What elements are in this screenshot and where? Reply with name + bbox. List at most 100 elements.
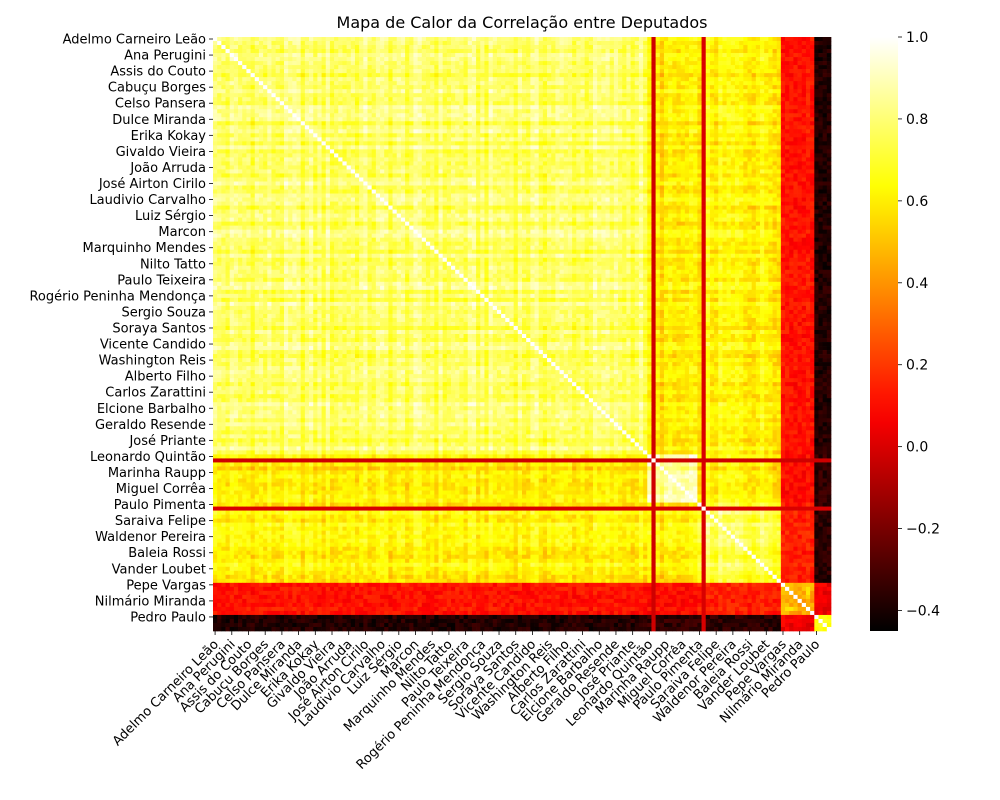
heatmap-cell xyxy=(530,65,535,69)
heatmap-cell xyxy=(647,113,652,117)
heatmap-cell xyxy=(347,97,352,101)
heatmap-cell xyxy=(722,97,727,101)
heatmap-cell xyxy=(271,117,276,121)
heatmap-cell xyxy=(288,57,293,61)
heatmap-cell xyxy=(284,157,289,161)
heatmap-cell xyxy=(568,145,573,149)
heatmap-cell xyxy=(388,121,393,125)
heatmap-cell xyxy=(747,149,752,153)
heatmap-cell xyxy=(580,157,585,161)
heatmap-cell xyxy=(459,49,464,53)
heatmap-cell xyxy=(639,129,644,133)
heatmap-cell xyxy=(718,137,723,141)
heatmap-cell xyxy=(756,109,761,113)
heatmap-cell xyxy=(217,37,222,41)
heatmap-cell xyxy=(397,109,402,113)
heatmap-cell xyxy=(693,69,698,73)
heatmap-cell xyxy=(376,45,381,49)
heatmap-cell xyxy=(280,57,285,61)
heatmap-cell xyxy=(818,57,823,61)
heatmap-cell xyxy=(413,57,418,61)
heatmap-cell xyxy=(798,125,803,129)
heatmap-cell xyxy=(735,69,740,73)
heatmap-cell xyxy=(476,45,481,49)
heatmap-cell xyxy=(393,153,398,157)
heatmap-cell xyxy=(480,97,485,101)
heatmap-cell xyxy=(388,77,393,81)
heatmap-cell xyxy=(664,141,669,145)
heatmap-cell xyxy=(539,117,544,121)
heatmap-cell xyxy=(560,41,565,45)
heatmap-cell xyxy=(752,81,757,85)
heatmap-cell xyxy=(585,113,590,117)
heatmap-cell xyxy=(334,105,339,109)
heatmap-cell xyxy=(597,157,602,161)
heatmap-cell xyxy=(760,73,765,77)
heatmap-cell xyxy=(798,53,803,57)
heatmap-cell xyxy=(635,77,640,81)
heatmap-cell xyxy=(305,57,310,61)
heatmap-cell xyxy=(522,97,527,101)
heatmap-cell xyxy=(438,125,443,129)
heatmap-cell xyxy=(773,77,778,81)
heatmap-cell xyxy=(418,121,423,125)
heatmap-cell xyxy=(760,93,765,97)
heatmap-cell xyxy=(309,109,314,113)
heatmap-cell xyxy=(255,165,260,169)
heatmap-cell xyxy=(593,61,598,65)
heatmap-cell xyxy=(489,57,494,61)
heatmap-cell xyxy=(267,81,272,85)
heatmap-cell xyxy=(280,77,285,81)
heatmap-cell xyxy=(793,121,798,125)
heatmap-cell xyxy=(313,141,318,145)
heatmap-cell xyxy=(509,137,514,141)
heatmap-cell xyxy=(568,141,573,145)
heatmap-cell xyxy=(773,133,778,137)
heatmap-cell xyxy=(309,105,314,109)
heatmap-cell xyxy=(668,145,673,149)
heatmap-cell xyxy=(292,53,297,57)
heatmap-cell xyxy=(631,133,636,137)
heatmap-cell xyxy=(789,41,794,45)
heatmap-cell xyxy=(647,169,652,173)
heatmap-cell xyxy=(242,129,247,133)
heatmap-cell xyxy=(284,41,289,45)
heatmap-cell xyxy=(242,113,247,117)
heatmap-cell xyxy=(493,89,498,93)
heatmap-cell xyxy=(518,145,523,149)
heatmap-cell xyxy=(263,85,268,89)
heatmap-cell xyxy=(664,37,669,41)
heatmap-cell xyxy=(693,137,698,141)
heatmap-cell xyxy=(660,61,665,65)
heatmap-cell xyxy=(522,145,527,149)
heatmap-cell xyxy=(827,49,832,53)
heatmap-cell xyxy=(430,37,435,41)
heatmap-cell xyxy=(543,165,548,169)
heatmap-cell xyxy=(305,169,310,173)
heatmap-cell xyxy=(606,93,611,97)
heatmap-cell xyxy=(326,77,331,81)
heatmap-cell xyxy=(317,49,322,53)
heatmap-cell xyxy=(347,145,352,149)
heatmap-cell xyxy=(601,37,606,41)
heatmap-cell xyxy=(213,149,218,153)
heatmap-cell xyxy=(388,93,393,97)
heatmap-cell xyxy=(818,49,823,53)
heatmap-cell xyxy=(418,105,423,109)
heatmap-cell xyxy=(451,41,456,45)
heatmap-cell xyxy=(309,141,314,145)
heatmap-cell xyxy=(697,105,702,109)
heatmap-cell xyxy=(322,105,327,109)
heatmap-cell xyxy=(551,137,556,141)
heatmap-cell xyxy=(447,53,452,57)
heatmap-cell xyxy=(438,109,443,113)
heatmap-cell xyxy=(818,65,823,69)
heatmap-cell xyxy=(564,41,569,45)
heatmap-cell xyxy=(501,85,506,89)
heatmap-cell xyxy=(230,129,235,133)
heatmap-cell xyxy=(626,165,631,169)
heatmap-cell xyxy=(793,37,798,41)
heatmap-cell xyxy=(664,153,669,157)
heatmap-cell xyxy=(727,141,732,145)
heatmap-cell xyxy=(793,153,798,157)
